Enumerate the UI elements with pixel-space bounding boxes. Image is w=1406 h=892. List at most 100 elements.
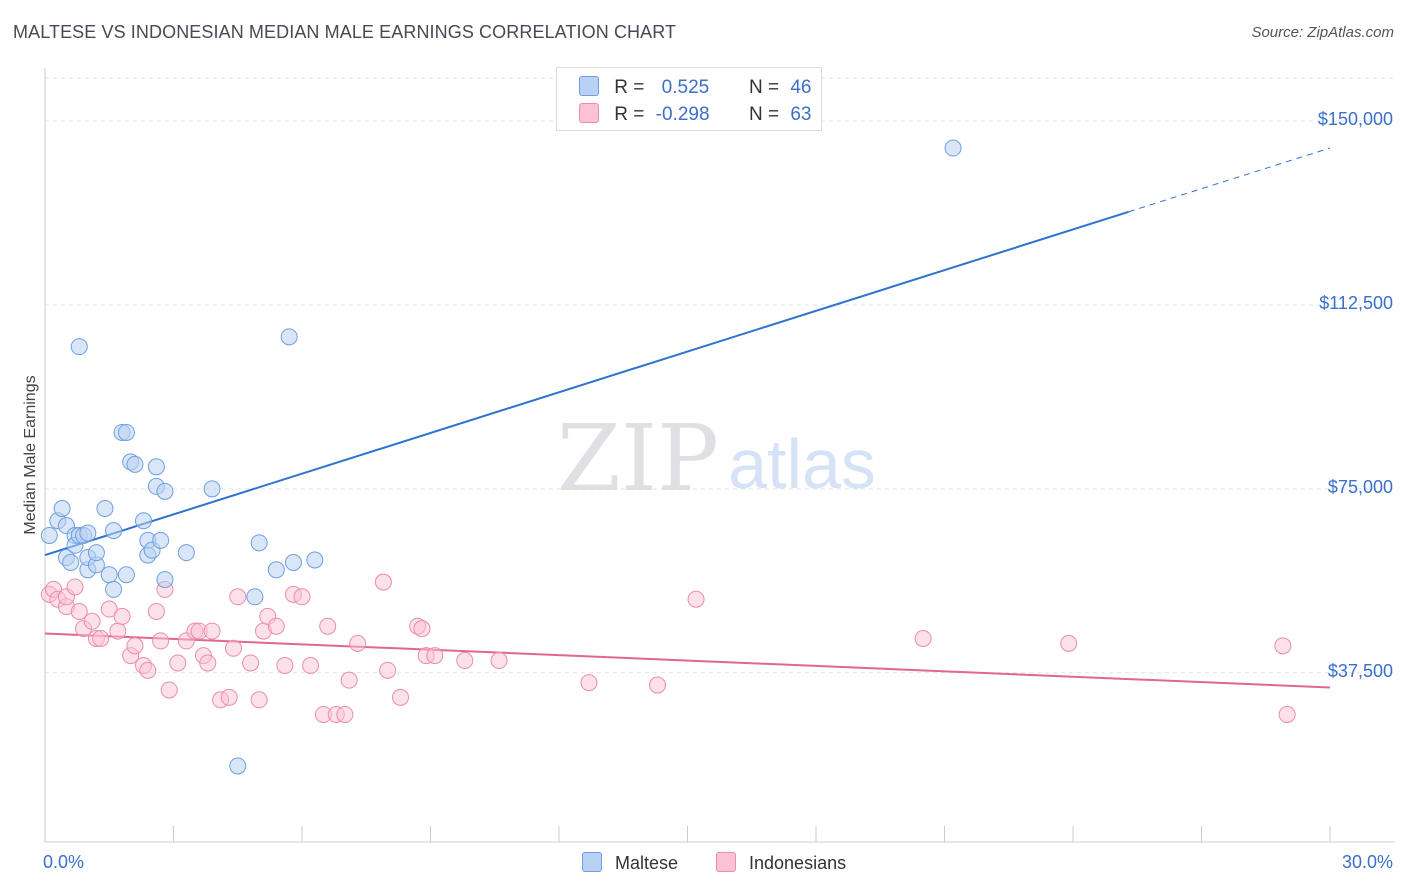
maltese-swatch	[582, 852, 602, 872]
indonesians-point	[336, 705, 354, 723]
source-label: Source: ZipAtlas.com	[1251, 24, 1394, 41]
indonesians-point	[1274, 637, 1292, 655]
indonesians-point	[66, 578, 84, 596]
n-label: N =	[748, 104, 780, 125]
legend-row-maltese: R = 0.525 N = 46	[579, 76, 811, 100]
indonesians-point	[413, 620, 431, 638]
maltese-point	[100, 566, 118, 584]
legend-label-indonesians: Indonesians	[749, 853, 847, 873]
maltese-point	[87, 544, 105, 562]
indonesians-point	[220, 688, 238, 706]
indonesians-point	[229, 588, 247, 606]
maltese-point	[105, 522, 123, 540]
indonesians-point	[267, 617, 285, 635]
indonesians-point	[109, 622, 127, 640]
indonesians-point	[456, 652, 474, 670]
maltese-point	[96, 499, 114, 517]
n-value: 46	[790, 77, 812, 98]
indonesians-point	[203, 622, 221, 640]
maltese-point	[53, 499, 71, 517]
maltese-point	[246, 588, 264, 606]
maltese-point	[156, 482, 174, 500]
indonesians-point	[392, 688, 410, 706]
chart-title: MALTESE VS INDONESIAN MEDIAN MALE EARNIN…	[13, 22, 677, 42]
r-label: R =	[614, 104, 645, 125]
maltese-point	[117, 566, 135, 584]
maltese-point	[284, 553, 302, 571]
indonesians-point	[242, 654, 260, 672]
indonesians-point	[276, 656, 294, 674]
indonesians-point	[374, 573, 392, 591]
indonesians-point	[340, 671, 358, 689]
maltese-point	[105, 580, 123, 598]
watermark-atlas: atlas	[728, 425, 876, 503]
indonesians-point	[914, 629, 932, 647]
maltese-point	[40, 526, 58, 544]
indonesians-point	[199, 654, 217, 672]
indonesians-point	[92, 629, 110, 647]
maltese-point	[203, 480, 221, 498]
maltese-trend-line	[44, 210, 1129, 557]
legend-item-indonesians: Indonesians	[716, 852, 846, 874]
maltese-swatch	[579, 76, 599, 96]
correlation-legend: R = 0.525 N = 46 R = -0.298 N = 63	[556, 67, 822, 131]
maltese-point	[70, 338, 88, 356]
indonesians-points	[40, 573, 1296, 723]
maltese-point	[126, 455, 144, 473]
y-tick-label: $112,500	[1319, 292, 1393, 313]
r-value: -0.298	[655, 104, 710, 125]
y-tick-label: $75,000	[1327, 476, 1393, 497]
maltese-point	[79, 524, 97, 542]
indonesians-point	[100, 600, 118, 618]
maltese-point	[280, 328, 298, 346]
indonesians-point	[649, 676, 667, 694]
y-tick-label: $150,000	[1317, 109, 1393, 130]
r-label: R =	[614, 77, 645, 98]
legend-label-maltese: Maltese	[615, 853, 679, 873]
n-label: N =	[748, 77, 780, 98]
indonesians-point	[160, 681, 178, 699]
indonesians-point	[169, 654, 187, 672]
legend-row-indonesians: R = -0.298 N = 63	[579, 103, 811, 127]
indonesians-point	[250, 691, 268, 709]
maltese-point	[177, 544, 195, 562]
maltese-trend-extension	[1128, 147, 1331, 213]
watermark-zip: ZIP	[557, 405, 719, 512]
indonesians-point	[1060, 634, 1078, 652]
n-value: 63	[790, 104, 812, 125]
indonesians-swatch	[579, 103, 599, 123]
indonesians-point	[349, 634, 367, 652]
indonesians-point	[152, 632, 170, 650]
indonesians-point	[319, 617, 337, 635]
indonesians-point	[293, 588, 311, 606]
indonesians-point	[139, 661, 157, 679]
maltese-point	[229, 757, 247, 775]
y-tick-label: $37,500	[1327, 660, 1393, 681]
r-value: 0.525	[661, 77, 710, 98]
indonesians-point	[70, 602, 88, 620]
indonesians-point	[126, 637, 144, 655]
maltese-point	[135, 512, 153, 530]
maltese-point	[117, 423, 135, 441]
maltese-point	[944, 139, 962, 157]
indonesians-point	[580, 674, 598, 692]
indonesians-point	[426, 647, 444, 665]
x-tick-min: 0.0%	[43, 852, 85, 872]
maltese-point	[267, 561, 285, 579]
indonesians-point	[113, 607, 131, 625]
indonesians-point	[1278, 705, 1296, 723]
indonesians-point	[687, 590, 705, 608]
maltese-points	[40, 139, 962, 775]
maltese-point	[62, 553, 80, 571]
indonesians-point	[302, 656, 320, 674]
trend-lines	[44, 147, 1331, 689]
indonesians-swatch	[716, 852, 736, 872]
maltese-point	[250, 534, 268, 552]
indonesians-point	[490, 652, 508, 670]
indonesians-point	[147, 602, 165, 620]
maltese-point	[147, 458, 165, 476]
grid-lines	[45, 77, 1395, 674]
maltese-point	[156, 571, 174, 589]
indonesians-point	[224, 639, 242, 657]
